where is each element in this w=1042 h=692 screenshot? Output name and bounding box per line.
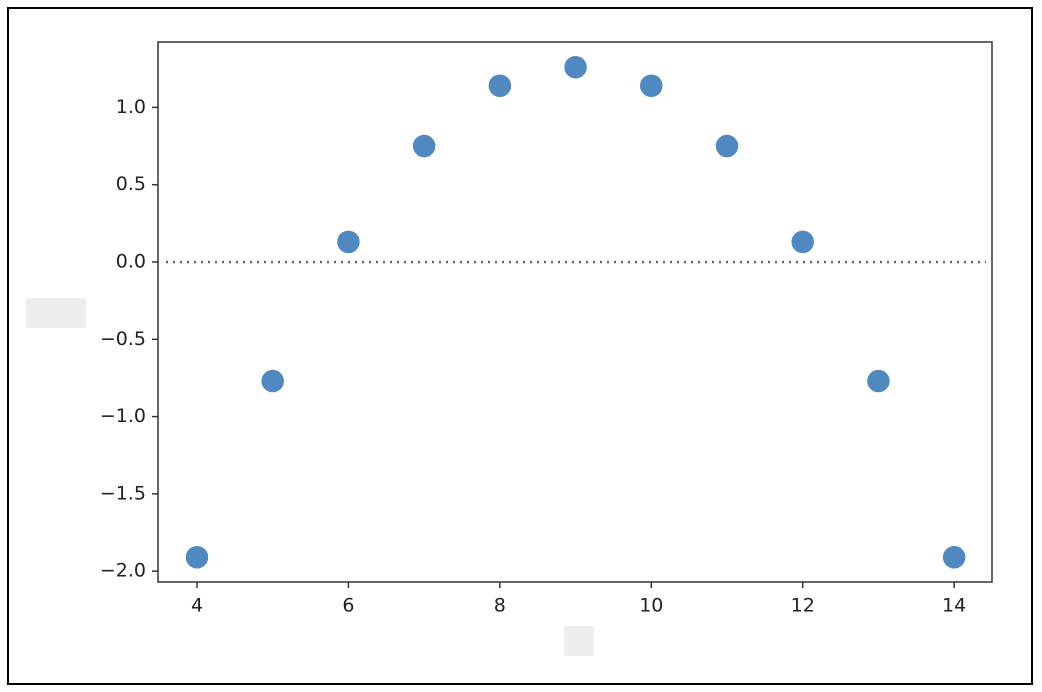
- y-tick-label: 1.0: [116, 96, 146, 118]
- point: [335, 229, 362, 255]
- point: [638, 73, 665, 99]
- x-tick-label: 14: [942, 595, 966, 617]
- redaction: [564, 626, 594, 656]
- point: [865, 368, 892, 394]
- y-tick-label: −1.0: [100, 405, 146, 427]
- point: [714, 133, 740, 159]
- x-tick-label: 10: [639, 595, 663, 617]
- y-tick-label: −2.0: [100, 560, 146, 582]
- point: [487, 73, 513, 99]
- point: [411, 133, 437, 159]
- point: [789, 229, 816, 255]
- point: [259, 368, 286, 394]
- x-tick-label: 8: [494, 595, 506, 617]
- y-tick-label: −0.5: [100, 328, 146, 350]
- redaction: [26, 298, 86, 328]
- outer-frame: [7, 7, 1033, 685]
- x-tick-label: 6: [342, 595, 354, 617]
- y-tick-label: 0.0: [116, 250, 146, 272]
- point: [562, 54, 589, 80]
- plot-frame: [157, 41, 993, 583]
- y-tick-label: −1.5: [100, 482, 146, 504]
- point: [184, 544, 210, 571]
- x-tick-label: 12: [791, 595, 815, 617]
- x-tick-label: 4: [191, 595, 203, 617]
- y-tick-label: 0.5: [116, 173, 146, 195]
- point: [941, 544, 967, 571]
